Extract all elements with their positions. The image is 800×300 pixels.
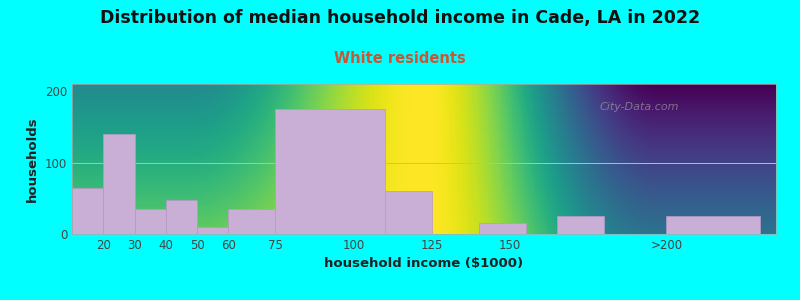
Bar [557, 216, 604, 234]
Bar [478, 223, 526, 234]
Bar [134, 209, 166, 234]
Bar [229, 209, 275, 234]
Text: White residents: White residents [334, 51, 466, 66]
Bar [385, 191, 432, 234]
Y-axis label: households: households [26, 116, 39, 202]
Bar [275, 109, 385, 234]
X-axis label: household income ($1000): household income ($1000) [325, 257, 523, 270]
Text: Distribution of median household income in Cade, LA in 2022: Distribution of median household income … [100, 9, 700, 27]
Bar [197, 227, 229, 234]
Bar [103, 134, 134, 234]
Bar [666, 216, 760, 234]
Bar [72, 188, 103, 234]
Text: City-Data.com: City-Data.com [600, 101, 679, 112]
Bar [166, 200, 197, 234]
